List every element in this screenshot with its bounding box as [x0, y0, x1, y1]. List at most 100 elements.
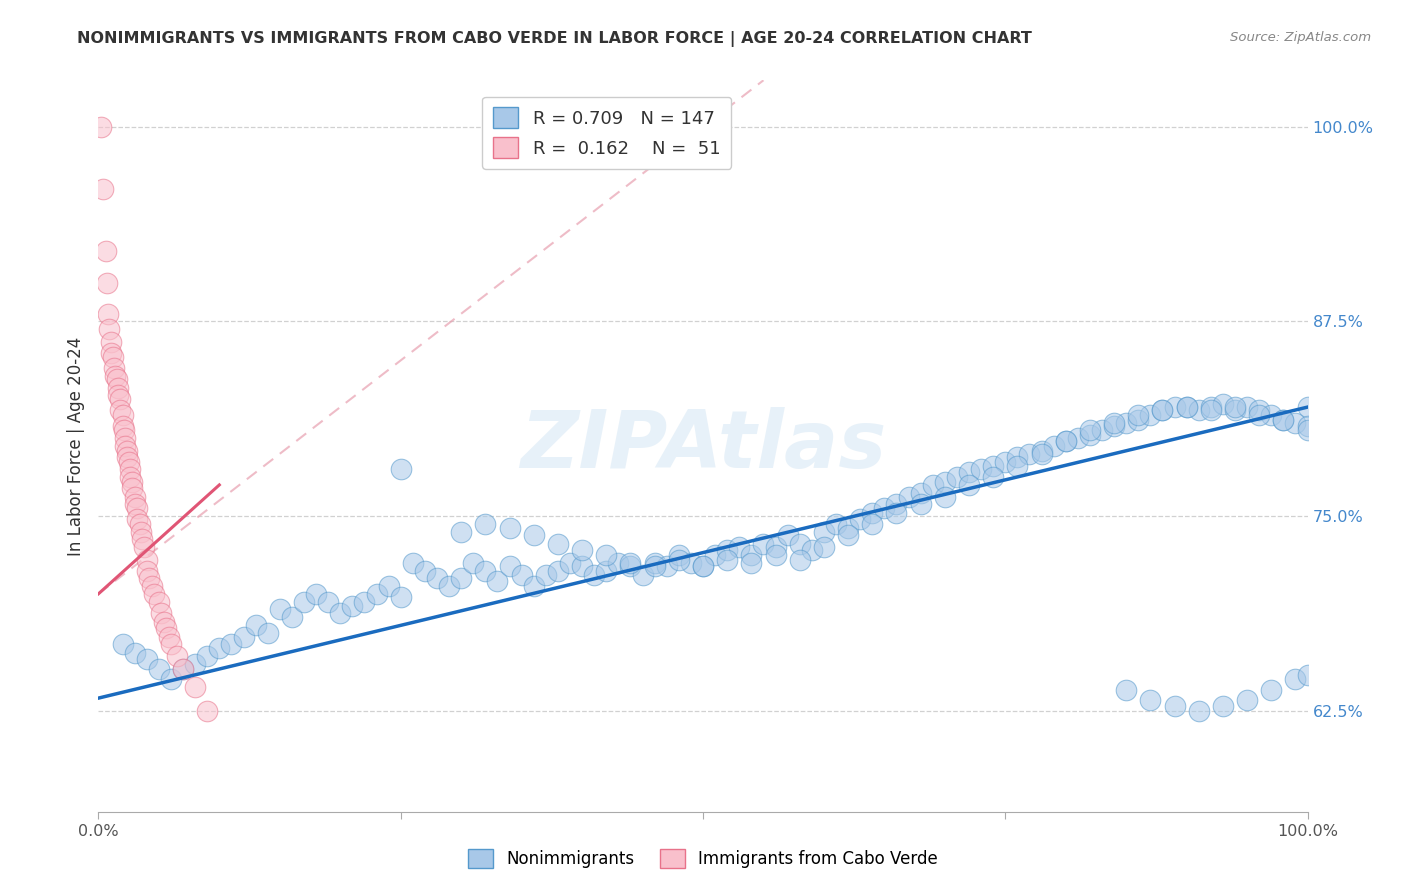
Point	[558, 556, 581, 570]
Point	[510, 568, 533, 582]
Point	[789, 552, 811, 566]
Point	[111, 418, 134, 433]
Point	[342, 599, 364, 614]
Text: NONIMMIGRANTS VS IMMIGRANTS FROM CABO VERDE IN LABOR FORCE | AGE 20-24 CORRELATI: NONIMMIGRANTS VS IMMIGRANTS FROM CABO VE…	[77, 31, 1032, 47]
Point	[765, 540, 787, 554]
Point	[184, 657, 207, 671]
Point	[1260, 408, 1282, 422]
Point	[134, 540, 156, 554]
Point	[752, 537, 775, 551]
Point	[135, 652, 157, 666]
Point	[644, 558, 666, 573]
Point	[1296, 424, 1319, 438]
Point	[981, 470, 1004, 484]
Point	[292, 594, 315, 608]
Point	[692, 558, 714, 573]
Point	[111, 637, 134, 651]
Point	[1128, 412, 1150, 426]
Point	[1188, 704, 1211, 718]
Y-axis label: In Labor Force | Age 20-24: In Labor Force | Age 20-24	[66, 336, 84, 556]
Point	[121, 475, 143, 489]
Point	[121, 481, 143, 495]
Point	[413, 564, 436, 578]
Point	[740, 556, 762, 570]
Point	[107, 381, 129, 395]
Point	[1091, 424, 1114, 438]
Point	[118, 470, 141, 484]
Point	[131, 533, 153, 547]
Point	[498, 558, 520, 573]
Point	[1152, 403, 1174, 417]
Point	[595, 548, 617, 562]
Point	[172, 661, 194, 675]
Point	[97, 307, 120, 321]
Legend: Nonimmigrants, Immigrants from Cabo Verde: Nonimmigrants, Immigrants from Cabo Verd…	[461, 842, 945, 875]
Point	[934, 491, 956, 505]
Point	[534, 568, 557, 582]
Point	[141, 579, 163, 593]
Point	[135, 564, 157, 578]
Point	[366, 587, 388, 601]
Point	[897, 491, 920, 505]
Point	[765, 548, 787, 562]
Point	[668, 552, 690, 566]
Point	[1199, 403, 1222, 417]
Point	[256, 625, 278, 640]
Point	[91, 182, 114, 196]
Point	[1272, 412, 1295, 426]
Point	[1272, 412, 1295, 426]
Point	[474, 564, 496, 578]
Point	[1260, 683, 1282, 698]
Point	[740, 548, 762, 562]
Point	[1163, 400, 1185, 414]
Point	[1284, 673, 1306, 687]
Point	[1054, 434, 1077, 449]
Point	[837, 527, 859, 541]
Point	[776, 527, 799, 541]
Point	[1018, 447, 1040, 461]
Point	[1042, 439, 1064, 453]
Point	[849, 512, 872, 526]
Point	[1115, 416, 1137, 430]
Point	[1139, 408, 1161, 422]
Point	[619, 556, 641, 570]
Point	[111, 408, 134, 422]
Point	[463, 556, 485, 570]
Point	[316, 594, 339, 608]
Point	[108, 403, 131, 417]
Point	[1284, 416, 1306, 430]
Point	[245, 618, 267, 632]
Point	[523, 527, 546, 541]
Point	[1199, 400, 1222, 414]
Point	[160, 637, 183, 651]
Point	[117, 450, 139, 464]
Point	[825, 516, 848, 531]
Point	[1296, 400, 1319, 414]
Point	[148, 661, 170, 675]
Point	[1031, 447, 1053, 461]
Point	[389, 590, 412, 604]
Point	[1236, 400, 1258, 414]
Point	[1115, 683, 1137, 698]
Point	[155, 621, 177, 635]
Point	[118, 462, 141, 476]
Point	[135, 552, 157, 566]
Point	[172, 661, 194, 675]
Point	[607, 556, 630, 570]
Point	[1102, 418, 1125, 433]
Point	[1249, 408, 1271, 422]
Point	[934, 475, 956, 489]
Point	[195, 704, 218, 718]
Point	[1236, 692, 1258, 706]
Point	[138, 571, 160, 585]
Point	[98, 322, 121, 336]
Point	[124, 497, 146, 511]
Point	[813, 540, 835, 554]
Point	[104, 368, 127, 383]
Point	[1175, 400, 1198, 414]
Point	[655, 558, 678, 573]
Point	[716, 543, 738, 558]
Point	[1078, 428, 1101, 442]
Point	[946, 470, 969, 484]
Point	[1163, 698, 1185, 713]
